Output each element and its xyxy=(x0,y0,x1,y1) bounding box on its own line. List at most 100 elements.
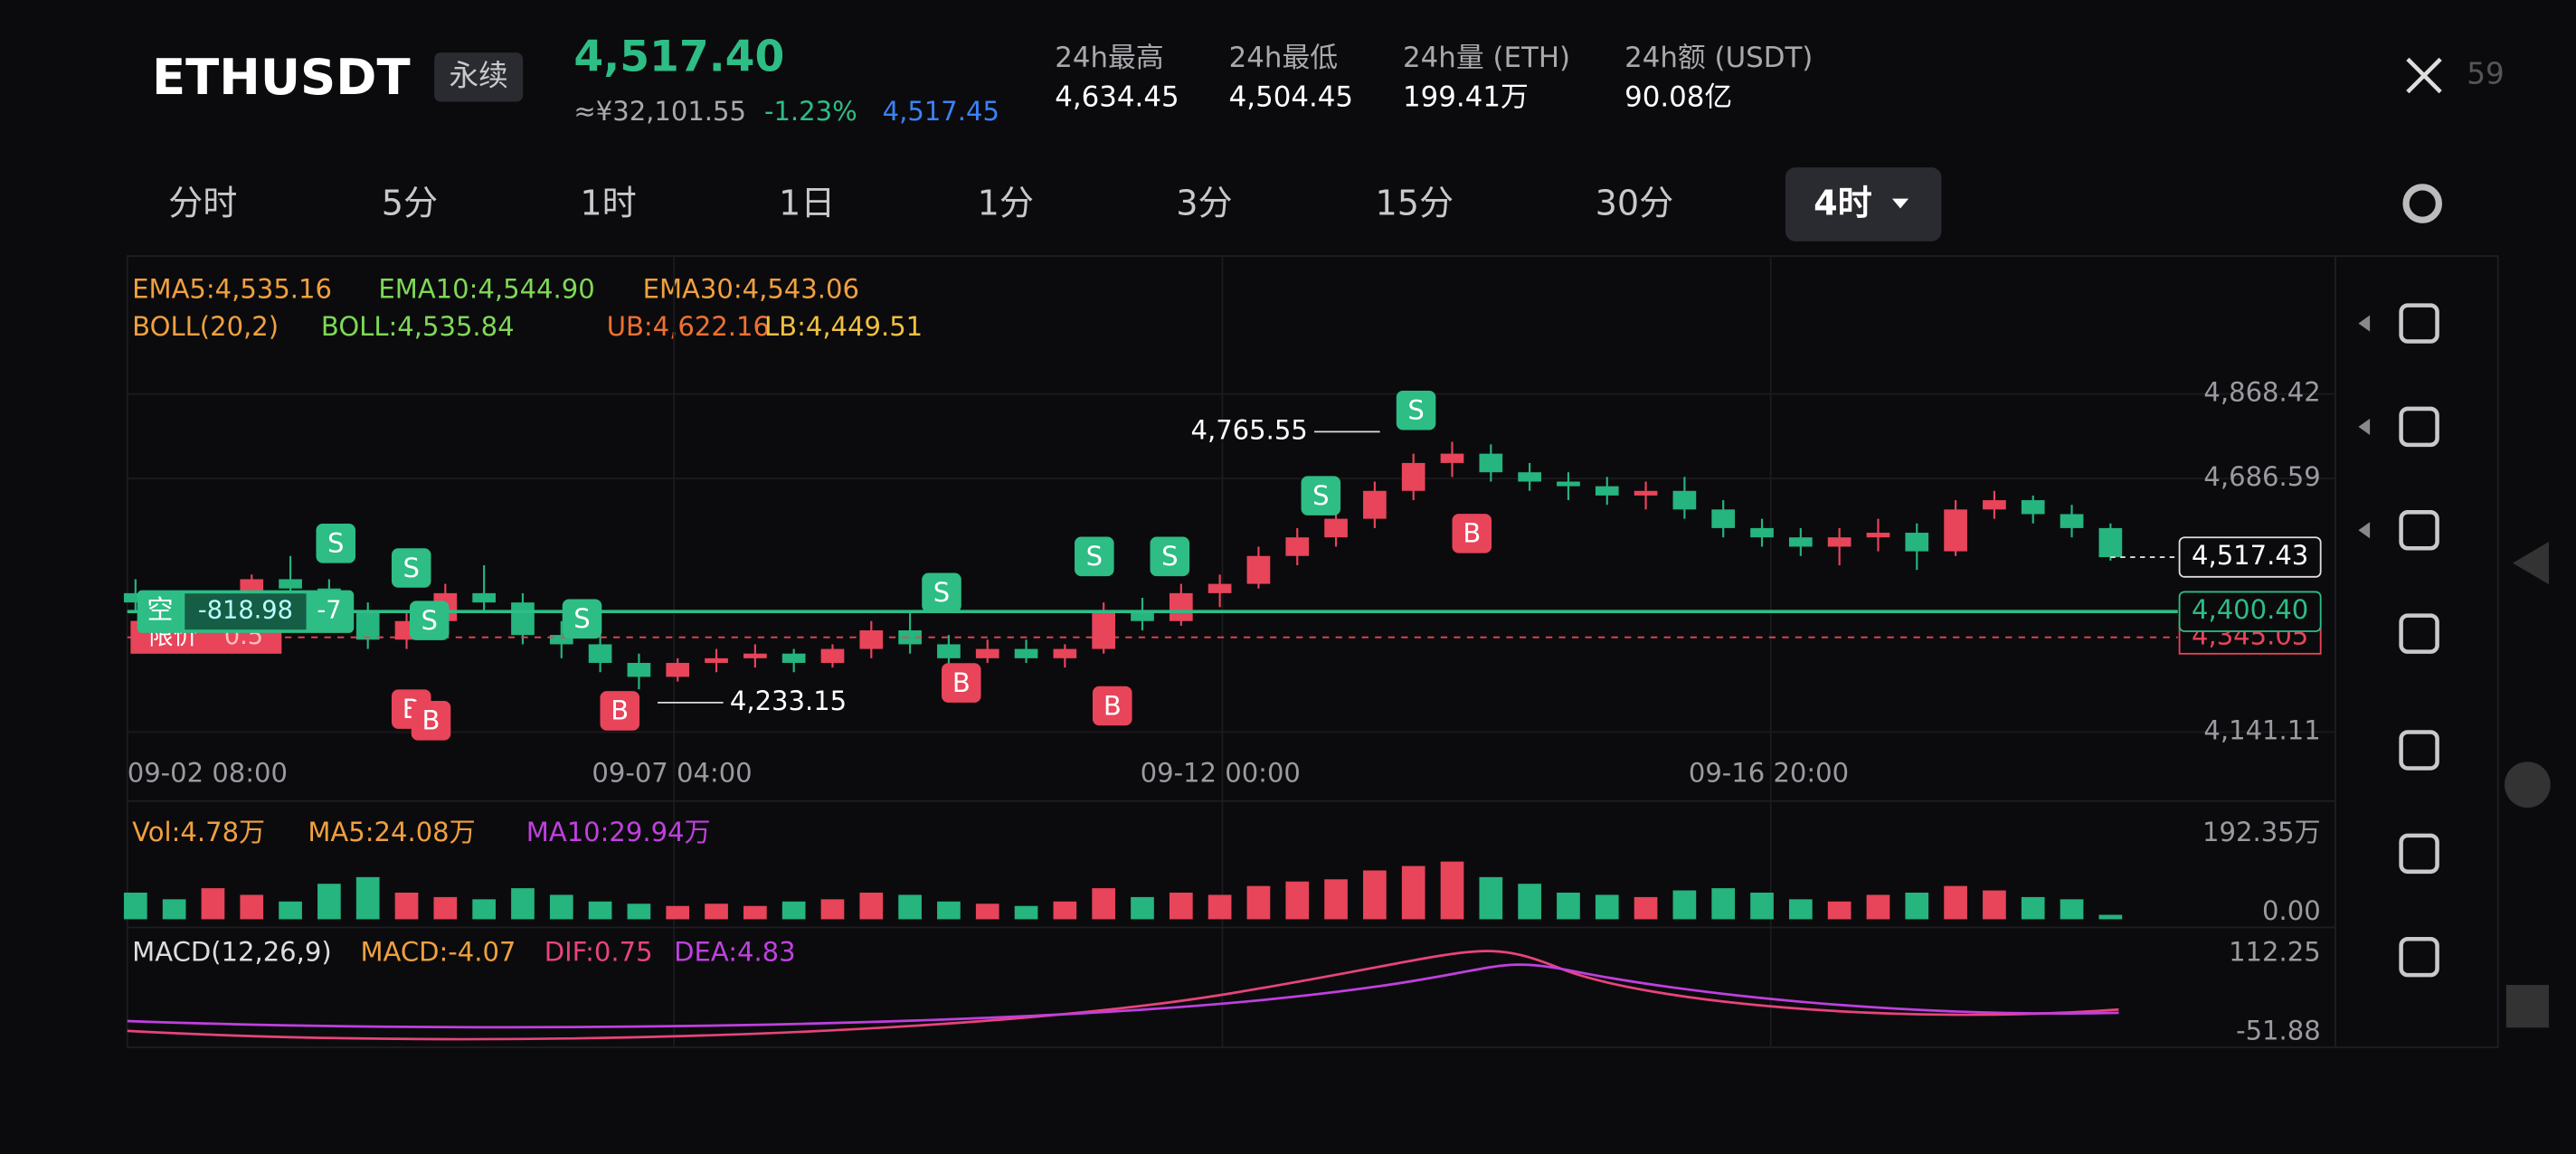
tab[interactable]: 30分 xyxy=(1596,183,1674,222)
volume-bar xyxy=(1285,881,1310,920)
symbol[interactable]: ETHUSDT xyxy=(152,48,411,106)
signal-label: S xyxy=(1086,541,1103,572)
volume-bar xyxy=(705,903,728,920)
signal-badge xyxy=(942,663,981,703)
close-icon[interactable] xyxy=(2406,57,2442,94)
volume-bar xyxy=(1788,899,1813,920)
signal-label: B xyxy=(1103,690,1122,721)
tab[interactable]: 1日 xyxy=(779,183,835,222)
volume-tick: 192.35万 xyxy=(2202,817,2321,847)
high-label: 4,765.55 xyxy=(1190,414,1307,445)
stat-label: 24h最高 xyxy=(1055,42,1163,74)
tool-icon[interactable] xyxy=(2399,406,2439,448)
macd-label: DIF:0.75 xyxy=(545,937,653,968)
volume-bar xyxy=(2060,899,2084,920)
volume-bar xyxy=(1944,885,1967,920)
volume-bar xyxy=(162,899,186,920)
ema-label: EMA10:4,544.90 xyxy=(378,273,594,304)
volume-bar xyxy=(1750,893,1774,920)
volume-bar xyxy=(1014,905,1038,920)
candle-body xyxy=(1944,509,1967,552)
candle-body xyxy=(2060,514,2084,528)
collapse-arrow[interactable] xyxy=(2513,541,2549,585)
candle-body xyxy=(705,657,728,663)
signal-badge xyxy=(1150,536,1190,577)
volume-bar xyxy=(975,903,999,920)
time-label: 09-07 04:00 xyxy=(592,758,752,789)
boll-label: BOLL:4,535.84 xyxy=(321,311,515,342)
settings-icon[interactable] xyxy=(2402,184,2442,223)
last-price: 4,517.40 xyxy=(573,32,784,81)
candle-body xyxy=(743,653,767,658)
candle-body xyxy=(937,644,961,658)
signal-badge xyxy=(1396,390,1436,430)
candle-body xyxy=(1246,555,1271,584)
candle-body xyxy=(1827,537,1852,547)
volume-bar xyxy=(355,876,380,920)
signal-label: S xyxy=(1407,395,1424,426)
signal-badge xyxy=(1301,476,1341,516)
tab[interactable]: 1时 xyxy=(580,183,636,222)
candle-body xyxy=(1983,500,2006,510)
current-price-bg xyxy=(2178,536,2322,578)
candle-body xyxy=(1557,481,1580,487)
candle-body xyxy=(1169,592,1193,621)
volume-label: MA10:29.94万 xyxy=(526,817,711,847)
volume-bar xyxy=(317,884,341,920)
signal-badge xyxy=(391,548,431,588)
volume-label: Vol:4.78万 xyxy=(132,817,265,847)
tool-icon[interactable] xyxy=(2399,510,2439,551)
change: -1.23% xyxy=(764,96,857,127)
ema-label: EMA5:4,535.16 xyxy=(132,273,332,304)
signal-label: B xyxy=(952,667,971,698)
signal-badge xyxy=(600,691,640,731)
candle-body xyxy=(1131,611,1154,621)
candle-body xyxy=(511,602,535,636)
tab[interactable]: 1分 xyxy=(978,183,1034,222)
tool-icon[interactable] xyxy=(2399,303,2439,344)
signal-label: S xyxy=(573,603,590,634)
float-square[interactable] xyxy=(2505,985,2549,1028)
price-tick: 4,686.59 xyxy=(2203,461,2320,492)
signal-badge xyxy=(1075,536,1114,577)
volume-bar xyxy=(627,903,651,920)
macd-dea-line xyxy=(127,963,2119,1029)
candle-body xyxy=(1324,518,1348,538)
position-side: 空 xyxy=(147,594,174,625)
tab[interactable]: 15分 xyxy=(1375,183,1454,222)
volume-bar xyxy=(1208,894,1232,920)
tab[interactable]: 3分 xyxy=(1176,183,1232,222)
volume-bar xyxy=(1401,866,1425,920)
battery: 59 xyxy=(2467,56,2505,90)
candle-body xyxy=(1440,453,1464,463)
stat-label: 24h最低 xyxy=(1229,42,1338,74)
tool-icon[interactable] xyxy=(2399,833,2439,875)
tool-caret xyxy=(2358,418,2371,435)
volume-bar xyxy=(1634,896,1658,920)
stat-label: 24h额 (USDT) xyxy=(1624,42,1813,74)
candle-body xyxy=(1363,490,1387,519)
tab-active[interactable]: 4时 xyxy=(1814,183,1872,222)
macd-label: DEA:4.83 xyxy=(674,937,795,968)
volume-bar xyxy=(1324,879,1348,920)
float-button[interactable] xyxy=(2504,761,2551,809)
volume-bar xyxy=(666,905,690,920)
volume-bar xyxy=(1363,870,1387,920)
volume-bar xyxy=(1053,901,1077,920)
tool-icon[interactable] xyxy=(2399,936,2439,978)
tab[interactable]: 5分 xyxy=(382,183,438,222)
macd-tick: 112.25 xyxy=(2229,937,2321,968)
volume-bar xyxy=(820,899,845,920)
tab[interactable]: 分时 xyxy=(168,183,237,222)
tool-icon[interactable] xyxy=(2399,730,2439,771)
candle-body xyxy=(1866,533,1890,538)
tool-caret xyxy=(2358,522,2371,539)
volume-bar xyxy=(1827,901,1852,920)
signal-label: B xyxy=(422,705,440,736)
volume-bar xyxy=(1905,893,1929,920)
volume-bar xyxy=(2021,896,2045,920)
tool-icon[interactable] xyxy=(2399,613,2439,654)
price-tick: 4,868.42 xyxy=(2203,377,2320,408)
volume-bar xyxy=(279,901,302,920)
